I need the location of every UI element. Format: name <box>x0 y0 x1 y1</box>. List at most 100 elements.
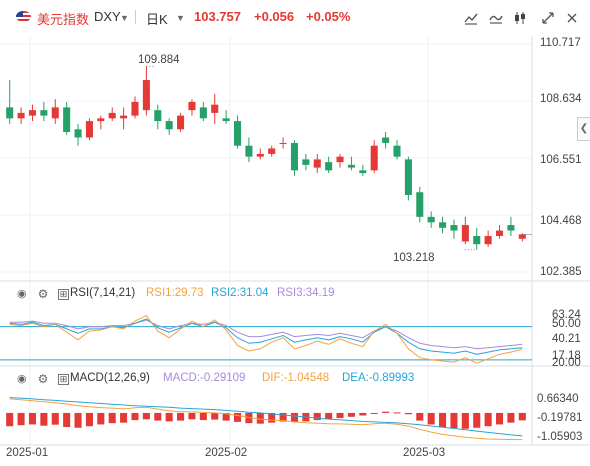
dea-line <box>9 397 523 437</box>
candle-body <box>245 145 253 157</box>
candle-body <box>28 110 37 116</box>
dif-value: DIF:-1.04548 <box>262 372 330 384</box>
price-change: +0.056 <box>254 9 295 24</box>
macd-bar <box>507 412 515 423</box>
candle-body <box>473 236 481 245</box>
macd-bar <box>188 412 196 420</box>
collapse-panel-button[interactable]: ❮ <box>577 117 590 141</box>
candle-body <box>439 222 447 228</box>
macd-bar <box>211 412 219 420</box>
candle-body <box>290 142 299 171</box>
rsi-tick: 63.24 <box>552 309 581 321</box>
macd-tick: 0.66340 <box>537 393 579 405</box>
macd-bar <box>17 412 25 426</box>
grid <box>0 36 590 446</box>
macd-bar <box>63 412 71 427</box>
candlestick-icon[interactable] <box>512 10 528 26</box>
price-tick: 108.634 <box>540 93 582 105</box>
candle-body <box>142 80 150 111</box>
macd-bar <box>222 412 230 421</box>
candle-body <box>302 159 310 165</box>
rsi-tick: 20.00 <box>552 357 581 369</box>
rsi-panel <box>0 314 532 364</box>
macd-bar <box>404 412 412 415</box>
toggle-box-icon[interactable]: ⊞ <box>58 374 69 385</box>
macd-bar <box>6 412 14 427</box>
candle-body <box>268 148 276 154</box>
macd-bar <box>177 412 185 421</box>
macd-bar <box>336 412 344 419</box>
period-chevron-icon[interactable]: ▼ <box>176 13 185 23</box>
rsi3-line <box>9 319 523 350</box>
macd-bar <box>461 412 469 429</box>
instrument-name[interactable]: 美元指数 <box>37 12 90 27</box>
candle-body <box>313 159 321 168</box>
candle-body <box>461 225 469 242</box>
toggle-box-icon[interactable]: ⊞ <box>58 289 69 300</box>
macd-panel <box>6 397 526 441</box>
rsi-title: RSI(7,14,21) <box>70 287 136 299</box>
gear-icon[interactable]: ⚙ <box>37 287 49 301</box>
macd-bar <box>165 412 173 422</box>
candle-body <box>97 118 105 122</box>
macd-bar <box>427 412 435 425</box>
rsi-tick: 17.18 <box>552 350 581 362</box>
macd-bar <box>290 412 299 423</box>
macd-tick: -1.05903 <box>537 431 583 443</box>
macd-bar <box>268 412 276 423</box>
rsi3-value: RSI3:34.19 <box>277 287 335 299</box>
indicator-icon[interactable] <box>463 10 479 26</box>
macd-bar <box>439 412 447 427</box>
candle-body <box>382 137 390 143</box>
dif-line <box>9 398 523 441</box>
candle-body <box>131 101 139 116</box>
macd-bar <box>245 412 253 424</box>
macd-bar <box>279 412 287 422</box>
low-annotation: 103.218 <box>393 252 435 264</box>
candle-body <box>165 121 173 130</box>
candle-body <box>336 156 344 163</box>
macd-bar <box>154 412 162 421</box>
candle-body <box>108 112 116 119</box>
rsi1-line <box>9 314 523 364</box>
macd-bar <box>484 412 492 427</box>
candle-body <box>6 107 14 119</box>
candle-body <box>51 107 59 119</box>
macd-bar <box>518 412 526 421</box>
macd-bar <box>450 412 458 429</box>
candle-body <box>518 234 526 239</box>
candles <box>6 65 532 251</box>
eye-icon[interactable]: ◉ <box>17 288 27 300</box>
macd-bar <box>85 412 93 427</box>
eye-icon[interactable]: ◉ <box>17 373 27 385</box>
last-price: 103.757 <box>194 9 241 24</box>
high-annotation: 109.884 <box>138 54 180 66</box>
chevron-down-icon[interactable]: ▼ <box>120 13 129 23</box>
instrument-symbol[interactable]: DXY <box>94 9 121 24</box>
period-selector[interactable]: 日K <box>146 12 168 27</box>
macd-bar <box>131 412 139 421</box>
candle-body <box>507 225 515 231</box>
us-flag-icon <box>16 11 31 22</box>
candle-body <box>177 115 185 130</box>
candle-body <box>427 216 435 223</box>
macd-bar <box>393 412 401 414</box>
chart-type-icon[interactable] <box>488 10 504 26</box>
macd-bar <box>142 412 150 420</box>
macd-bar <box>97 412 105 425</box>
candle-body <box>188 101 196 111</box>
x-tick: 2025-02 <box>205 447 248 459</box>
gear-icon[interactable]: ⚙ <box>37 372 49 386</box>
candle-body <box>495 230 504 237</box>
close-icon[interactable] <box>564 10 580 26</box>
candle-body <box>450 225 458 231</box>
fullscreen-icon[interactable] <box>540 10 556 26</box>
macd-bar <box>233 412 242 422</box>
macd-bar <box>325 412 333 420</box>
rsi-tick: 50.00 <box>552 318 581 330</box>
macd-bar <box>359 412 367 416</box>
candle-body <box>74 129 82 138</box>
candle-body <box>347 164 355 168</box>
dea-value: DEA:-0.89993 <box>342 372 415 384</box>
